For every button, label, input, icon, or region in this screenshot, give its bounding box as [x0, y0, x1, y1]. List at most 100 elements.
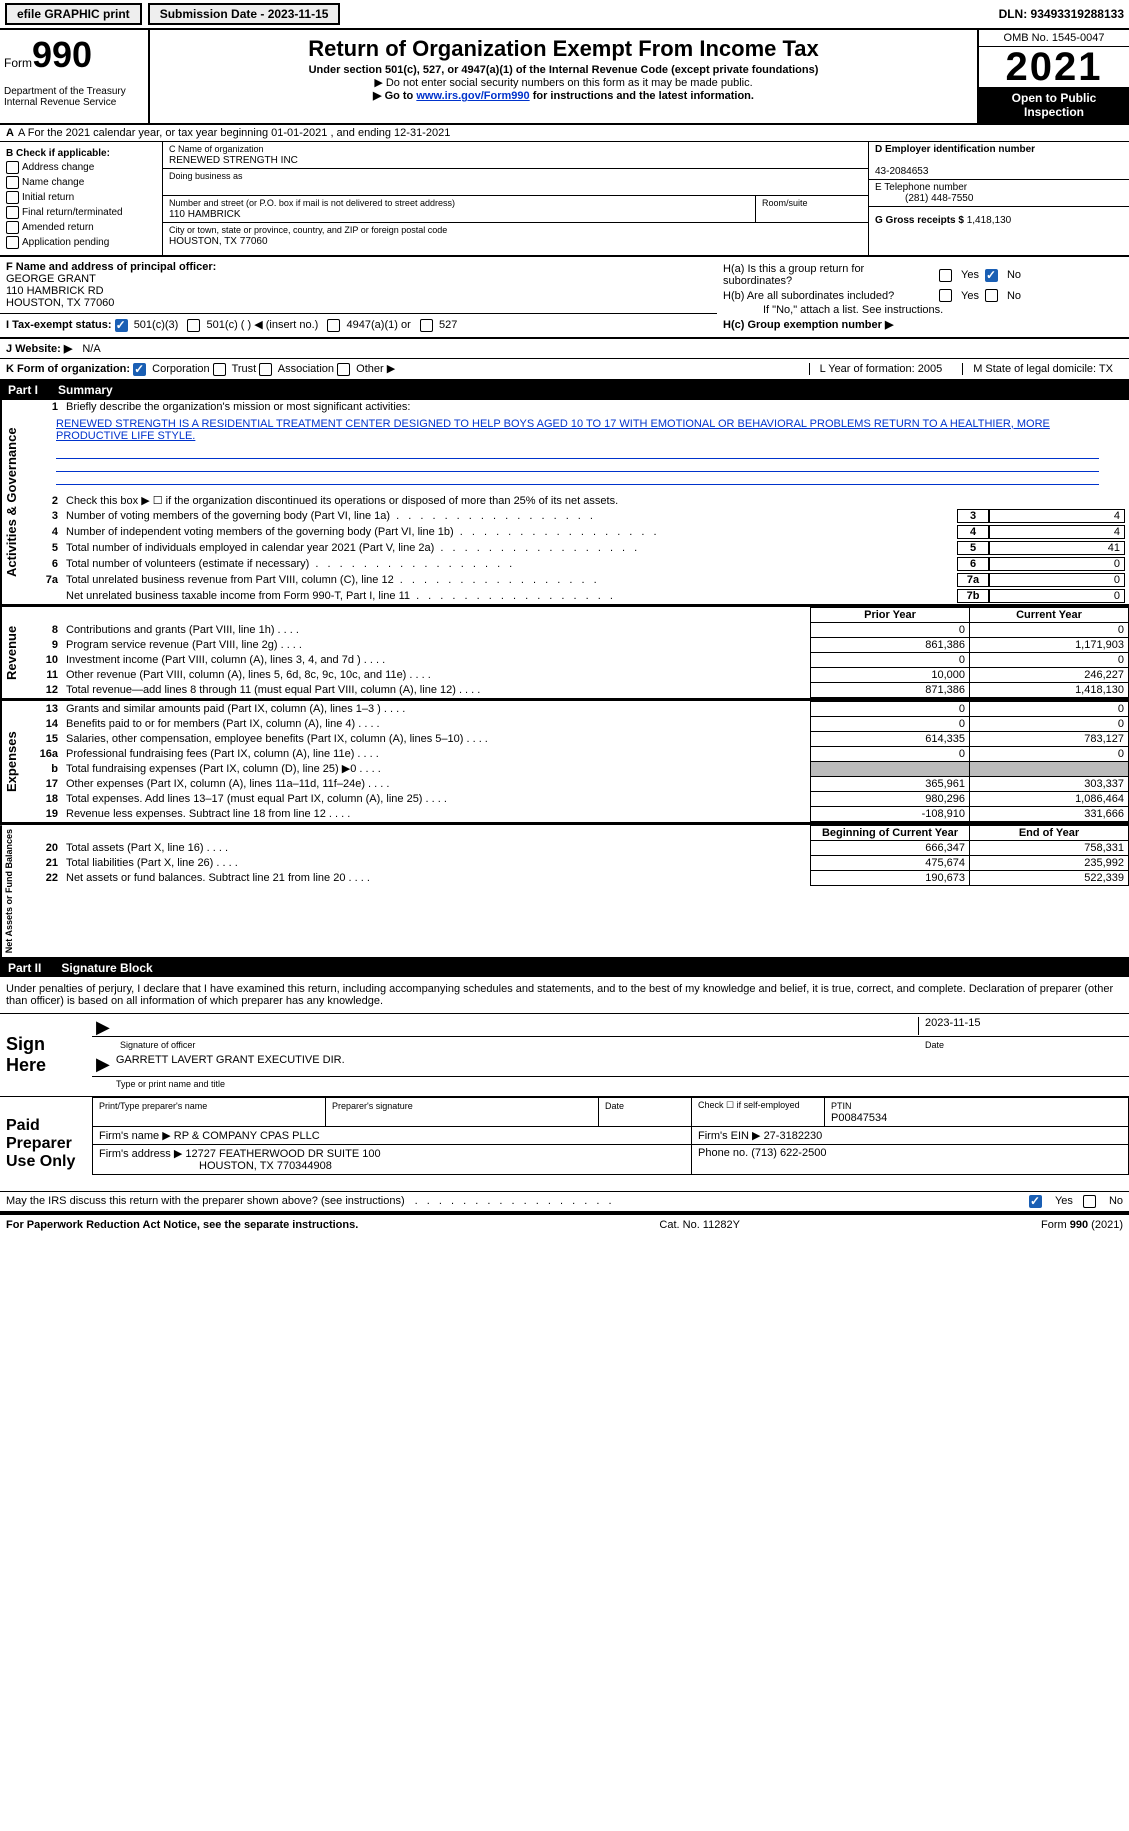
gov-line: 6Total number of volunteers (estimate if…: [26, 556, 1129, 572]
table-row: 21Total liabilities (Part X, line 26) . …: [26, 855, 1129, 870]
year-box: OMB No. 1545-0047 2021 Open to Public In…: [977, 30, 1129, 123]
city: HOUSTON, TX 77060: [169, 236, 268, 247]
col-f: F Name and address of principal officer:…: [0, 257, 717, 337]
gov-line: 7aTotal unrelated business revenue from …: [26, 572, 1129, 588]
col-c: C Name of organizationRENEWED STRENGTH I…: [163, 142, 868, 255]
year-formation: L Year of formation: 2005: [809, 363, 953, 375]
phone-label: E Telephone number: [875, 182, 967, 193]
efile-badge: efile GRAPHIC print: [5, 3, 142, 25]
website-label: J Website: ▶: [6, 342, 72, 355]
chk-ha-no: [985, 269, 998, 282]
paid-prep-label: Paid Preparer Use Only: [0, 1097, 92, 1191]
gov-line: 3Number of voting members of the governi…: [26, 508, 1129, 524]
table-row: 13Grants and similar amounts paid (Part …: [26, 701, 1129, 716]
sig-date: 2023-11-15: [918, 1017, 1125, 1035]
part1-name: Summary: [58, 383, 113, 397]
officer-addr2: HOUSTON, TX 77060: [6, 297, 711, 309]
chk-address: Address change: [22, 162, 94, 173]
h-a: H(a) Is this a group return for subordin…: [723, 263, 933, 287]
org-form-label: K Form of organization:: [6, 363, 130, 375]
table-row: 17Other expenses (Part IX, column (A), l…: [26, 776, 1129, 791]
chk-discuss-yes: [1029, 1195, 1042, 1208]
chk-final: Final return/terminated: [22, 207, 123, 218]
arrow-icon: ▶: [96, 1054, 110, 1075]
submission-date: Submission Date - 2023-11-15: [148, 3, 341, 25]
form-header: Form990 Department of the Treasury Inter…: [0, 30, 1129, 125]
gov-line: 5Total number of individuals employed in…: [26, 540, 1129, 556]
table-row: 16aProfessional fundraising fees (Part I…: [26, 746, 1129, 761]
row-j: J Website: ▶ N/A: [0, 339, 1129, 359]
penalty-text: Under penalties of perjury, I declare th…: [0, 977, 1129, 1014]
arrow-icon: ▶: [96, 1017, 110, 1035]
date-label: Date: [925, 1040, 1125, 1050]
part1-num: Part I: [8, 383, 38, 397]
ptin: P00847534: [831, 1112, 887, 1124]
table-row: 12Total revenue—add lines 8 through 11 (…: [26, 682, 1129, 697]
firm-city: HOUSTON, TX 770344908: [99, 1160, 332, 1172]
note-link: ▶ Go to www.irs.gov/Form990 for instruct…: [160, 89, 967, 102]
officer-name: GEORGE GRANT: [6, 273, 711, 285]
chk-pending: Application pending: [22, 237, 109, 248]
line2: Check this box ▶ ☐ if the organization d…: [66, 494, 1125, 507]
table-row: 20Total assets (Part X, line 16) . . . .…: [26, 840, 1129, 855]
part1-header: Part I Summary: [0, 381, 1129, 399]
room-label: Room/suite: [762, 198, 808, 208]
irs-link[interactable]: www.irs.gov/Form990: [416, 90, 529, 102]
vtab-rev: Revenue: [0, 607, 26, 698]
sign-here-row: Sign Here ▶ 2023-11-15 Signature of offi…: [0, 1014, 1129, 1097]
table-row: 15Salaries, other compensation, employee…: [26, 731, 1129, 746]
form-990: 990: [32, 34, 92, 75]
h-c: H(c) Group exemption number ▶: [723, 318, 893, 331]
vtab-gov: Activities & Governance: [0, 400, 26, 604]
website: N/A: [82, 343, 100, 355]
state-domicile: M State of legal domicile: TX: [962, 363, 1123, 375]
chk-amended: Amended return: [22, 222, 94, 233]
row-klm: K Form of organization: Corporation Trus…: [0, 359, 1129, 381]
revenue-table: Prior YearCurrent Year8Contributions and…: [26, 607, 1129, 698]
table-row: 9Program service revenue (Part VIII, lin…: [26, 637, 1129, 652]
gov-line: 4Number of independent voting members of…: [26, 524, 1129, 540]
open-public: Open to Public Inspection: [979, 87, 1129, 123]
ein: 43-2084653: [875, 166, 928, 177]
h-b: H(b) Are all subordinates included?: [723, 290, 933, 302]
part1-exp: Expenses 13Grants and similar amounts pa…: [0, 700, 1129, 824]
mission-text: RENEWED STRENGTH IS A RESIDENTIAL TREATM…: [56, 418, 1050, 442]
chk-name: Name change: [22, 177, 84, 188]
table-row: 14Benefits paid to or for members (Part …: [26, 716, 1129, 731]
top-bar: efile GRAPHIC print Submission Date - 20…: [0, 0, 1129, 30]
part2-num: Part II: [8, 961, 41, 975]
officer-label: F Name and address of principal officer:: [6, 261, 216, 273]
table-row: 18Total expenses. Add lines 13–17 (must …: [26, 791, 1129, 806]
tax-exempt-label: I Tax-exempt status:: [6, 319, 112, 331]
form-subtitle: Under section 501(c), 527, or 4947(a)(1)…: [160, 64, 967, 76]
footer: For Paperwork Reduction Act Notice, see …: [0, 1213, 1129, 1235]
col-h: H(a) Is this a group return for subordin…: [717, 257, 1129, 337]
discuss-text: May the IRS discuss this return with the…: [6, 1195, 405, 1207]
firm-name: RP & COMPANY CPAS PLLC: [174, 1130, 320, 1142]
paid-preparer-row: Paid Preparer Use Only Print/Type prepar…: [0, 1097, 1129, 1192]
gross-label: G Gross receipts $: [875, 215, 964, 226]
part2-header: Part II Signature Block: [0, 959, 1129, 977]
row-a: AA For the 2021 calendar year, or tax ye…: [0, 125, 1129, 142]
org-name-label: C Name of organization: [169, 144, 264, 154]
part1-gov: Activities & Governance 1Briefly describ…: [0, 399, 1129, 606]
addr-label: Number and street (or P.O. box if mail i…: [169, 198, 455, 208]
chk-initial: Initial return: [22, 192, 74, 203]
ein-label: D Employer identification number: [875, 144, 1035, 155]
firm-ein: 27-3182230: [764, 1130, 823, 1142]
form-number-box: Form990 Department of the Treasury Inter…: [0, 30, 150, 123]
phone: (281) 448-7550: [875, 193, 973, 204]
firm-addr: 12727 FEATHERWOOD DR SUITE 100: [185, 1148, 380, 1160]
form-title-box: Return of Organization Exempt From Incom…: [150, 30, 977, 123]
table-row: 11Other revenue (Part VIII, column (A), …: [26, 667, 1129, 682]
table-row: bTotal fundraising expenses (Part IX, co…: [26, 761, 1129, 776]
tax-year: 2021: [979, 47, 1129, 87]
officer-type-name: GARRETT LAVERT GRANT EXECUTIVE DIR.: [116, 1054, 345, 1075]
net-table: Beginning of Current YearEnd of Year20To…: [26, 825, 1129, 886]
table-row: 19Revenue less expenses. Subtract line 1…: [26, 806, 1129, 821]
vtab-exp: Expenses: [0, 701, 26, 822]
discuss-row: May the IRS discuss this return with the…: [0, 1192, 1129, 1213]
gross: 1,418,130: [967, 215, 1012, 226]
dba-label: Doing business as: [169, 171, 243, 181]
chk-corp: [133, 363, 146, 376]
